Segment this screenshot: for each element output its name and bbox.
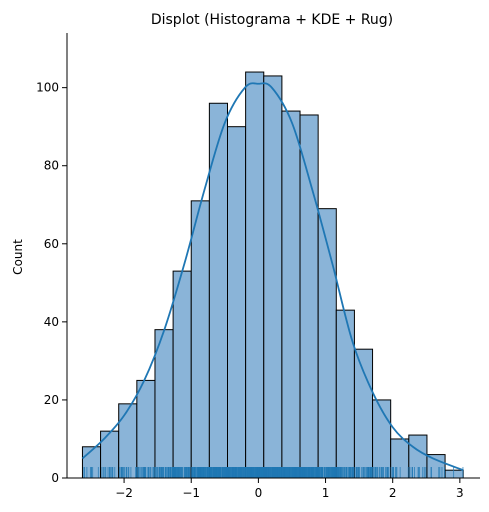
- histogram-bar: [335, 309, 355, 479]
- histogram-bar: [172, 270, 192, 479]
- histogram-bar: [317, 208, 337, 479]
- histogram-bar: [208, 102, 228, 479]
- histogram-bar: [263, 75, 283, 479]
- histogram-bar: [226, 126, 247, 479]
- histogram-bar: [299, 114, 319, 479]
- histogram-bar: [444, 469, 464, 479]
- y-tick-label: 80: [44, 159, 59, 173]
- rug-marks: [83, 467, 464, 478]
- histogram-bar: [245, 71, 265, 479]
- histogram-bar: [353, 348, 374, 479]
- y-tick-label: 20: [44, 393, 59, 407]
- x-tick-label: −2: [115, 486, 133, 500]
- y-axis-label: Count: [11, 239, 25, 275]
- x-axis-ticks: −2 −1 0 1 2 3: [115, 478, 464, 500]
- histogram-bar: [136, 379, 156, 479]
- y-tick-label: 40: [44, 315, 59, 329]
- histogram-bar: [190, 200, 210, 479]
- x-tick-label: 1: [322, 486, 330, 500]
- y-axis-ticks: 0 20 40 60 80 100: [36, 81, 67, 485]
- x-tick-label: −1: [182, 486, 200, 500]
- x-tick-label: 2: [389, 486, 397, 500]
- y-tick-label: 60: [44, 237, 59, 251]
- x-tick-label: 0: [255, 486, 263, 500]
- kde-curve: [81, 82, 464, 472]
- histogram-bar: [118, 403, 138, 479]
- chart-title: Displot (Histograma + KDE + Rug): [151, 12, 393, 28]
- histogram-bar: [281, 110, 301, 479]
- x-tick-label: 3: [456, 486, 464, 500]
- y-tick-label: 100: [36, 81, 59, 95]
- y-tick-label: 0: [51, 471, 59, 485]
- histogram-bar: [154, 329, 174, 479]
- histogram-bars: [81, 71, 464, 479]
